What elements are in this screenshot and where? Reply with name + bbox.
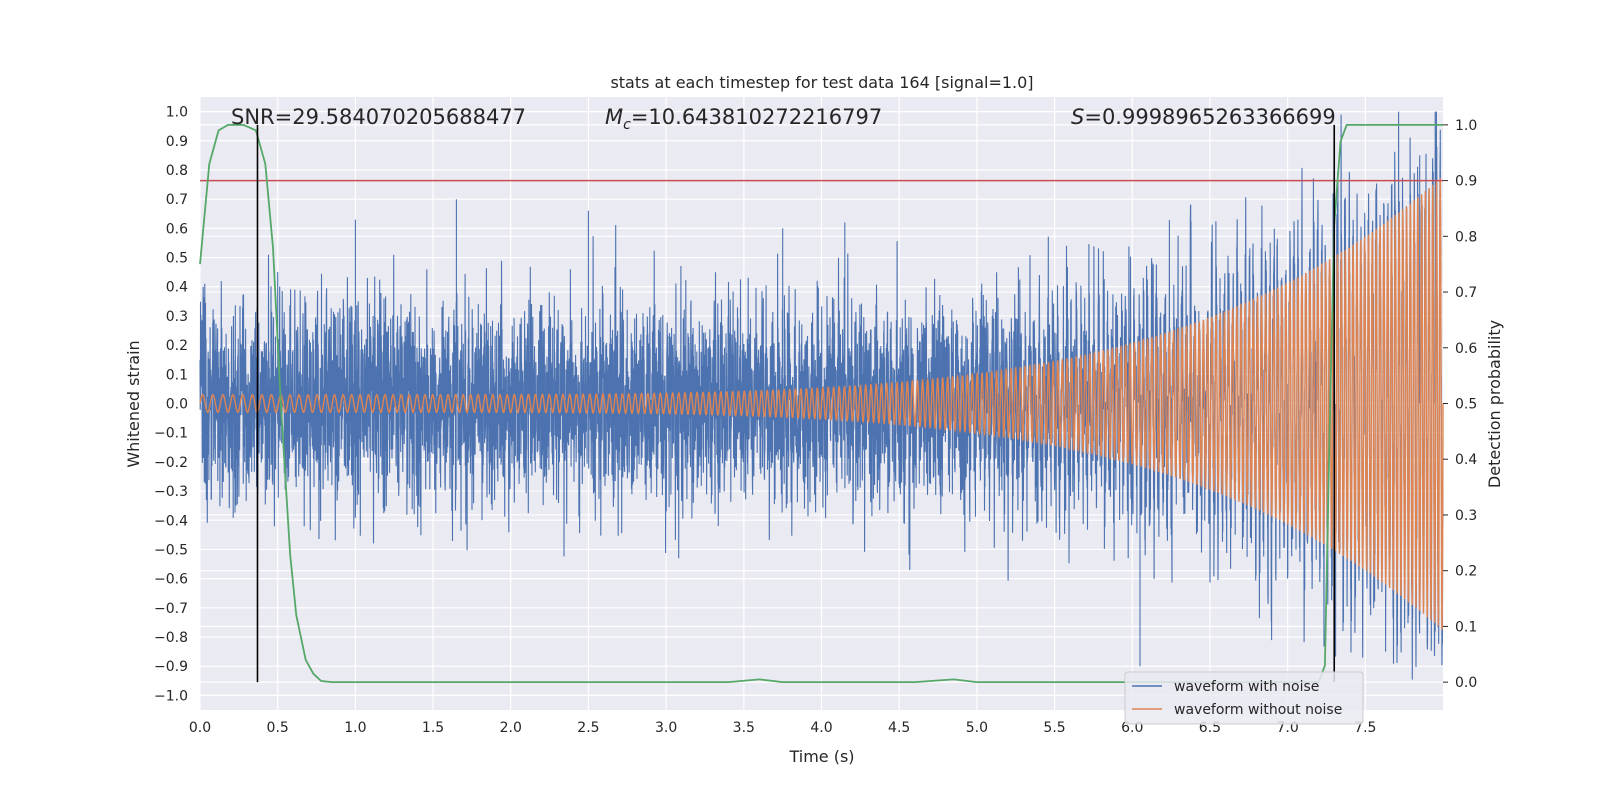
y-tick-label: 0.3: [166, 309, 188, 325]
y2-tick-label: 0.7: [1455, 285, 1477, 301]
y2-tick-label: 0.9: [1455, 174, 1477, 190]
y2-tick-label: 0.4: [1455, 452, 1477, 468]
y-tick-label: −0.5: [154, 542, 188, 558]
y-tick-label: −1.0: [154, 688, 188, 704]
y-tick-label: −0.2: [154, 455, 188, 471]
chirp-mass-annotation: Mc=10.643810272216797: [605, 105, 882, 133]
y-tick-label: 0.7: [166, 192, 188, 208]
chirp-mass-symbol: M: [605, 105, 623, 129]
y2-axis-label: Detection probability: [1485, 320, 1504, 488]
y-tick-label: 0.6: [166, 221, 188, 237]
x-tick-label: 4.5: [888, 720, 910, 736]
x-tick-label: 1.0: [344, 720, 366, 736]
snr-annotation: SNR=29.584070205688477: [231, 105, 526, 129]
y-tick-label: 0.0: [166, 397, 188, 413]
y-tick-label: 0.4: [166, 280, 188, 296]
s-annotation: S=0.9998965263366699: [1071, 105, 1336, 129]
y2-tick-label: 0.6: [1455, 341, 1477, 357]
x-tick-label: 3.0: [655, 720, 677, 736]
x-tick-label: 1.5: [422, 720, 444, 736]
y-tick-label: 0.1: [166, 367, 188, 383]
overlays: [199, 124, 1443, 683]
x-tick-label: 5.0: [966, 720, 988, 736]
x-tick-label: 3.5: [733, 720, 755, 736]
y-tick-label: −0.8: [154, 630, 188, 646]
waveform-without-noise-line: [199, 178, 1444, 630]
y-tick-label: −0.1: [154, 426, 188, 442]
y-axis-label: Whitened strain: [124, 340, 143, 467]
s-value: =0.9998965263366699: [1084, 105, 1335, 129]
x-tick-label: 4.0: [810, 720, 832, 736]
y2-tick-label: 0.1: [1455, 619, 1477, 635]
y-tick-label: 1.0: [166, 105, 188, 121]
detection-probability-line: [199, 124, 1443, 683]
x-tick-label: 0.5: [267, 720, 289, 736]
y-tick-label: −0.7: [154, 601, 188, 617]
s-symbol: S: [1071, 105, 1084, 129]
y-tick-label: 0.2: [166, 338, 188, 354]
x-tick-label: 2.5: [577, 720, 599, 736]
y-tick-label: 0.9: [166, 134, 188, 150]
legend-box: [1124, 671, 1364, 725]
y2-tick-label: 0.5: [1455, 397, 1477, 413]
x-tick-label: 0.0: [189, 720, 211, 736]
x-tick-label: 5.5: [1043, 720, 1065, 736]
chart-title: stats at each timestep for test data 164…: [610, 73, 1033, 92]
x-tick-label: 2.0: [500, 720, 522, 736]
y-tick-label: −0.9: [154, 659, 188, 675]
y2-tick-label: 1.0: [1455, 118, 1477, 134]
x-axis-label: Time (s): [788, 747, 854, 766]
y2-tick-label: 0.8: [1455, 229, 1477, 245]
y2-tick-label: 0.0: [1455, 675, 1477, 691]
y2-tick-label: 0.2: [1455, 564, 1477, 580]
chirp-mass-value: =10.643810272216797: [631, 105, 882, 129]
y-tick-label: 0.8: [166, 163, 188, 179]
y-tick-label: −0.6: [154, 572, 188, 588]
legend-label-clean: waveform without noise: [1174, 702, 1342, 718]
series-waveform-without-noise: [199, 178, 1444, 630]
y2-tick-label: 0.3: [1455, 508, 1477, 524]
y-tick-label: −0.3: [154, 484, 188, 500]
ticks: 0.0 0.5 1.0 1.5 2.0 2.5 3.0 3.5 4.0 4.5 5.0 5.5 6.0 6…: [154, 105, 1477, 736]
legend: waveform with noise waveform without noi…: [1124, 671, 1364, 725]
legend-label-noisy: waveform with noise: [1174, 679, 1319, 695]
y-tick-label: 0.5: [166, 251, 188, 267]
chirp-mass-subscript: c: [623, 117, 631, 133]
y-tick-label: −0.4: [154, 513, 188, 529]
